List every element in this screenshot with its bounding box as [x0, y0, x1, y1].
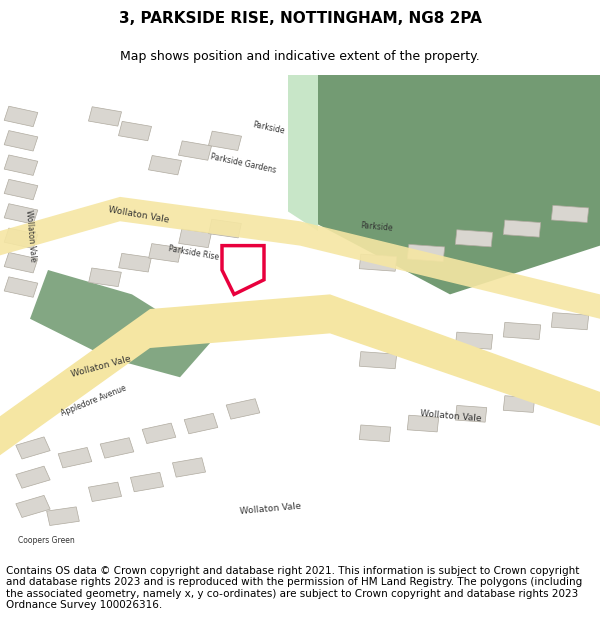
Text: Map shows position and indicative extent of the property.: Map shows position and indicative extent…: [120, 50, 480, 62]
Bar: [178, 141, 212, 160]
Text: Appledore Avenue: Appledore Avenue: [60, 384, 128, 418]
Bar: [149, 244, 181, 262]
Bar: [359, 254, 397, 271]
Bar: [100, 438, 134, 458]
Bar: [4, 253, 38, 273]
Bar: [226, 399, 260, 419]
Polygon shape: [288, 75, 318, 231]
Bar: [551, 386, 583, 402]
Bar: [455, 332, 493, 349]
Bar: [407, 244, 445, 261]
Bar: [130, 472, 164, 492]
Text: Parkside: Parkside: [252, 120, 286, 136]
Text: Parkside Gardens: Parkside Gardens: [210, 152, 277, 174]
Bar: [407, 415, 439, 432]
Bar: [4, 131, 38, 151]
Bar: [16, 496, 50, 518]
Bar: [179, 229, 211, 248]
Text: Contains OS data © Crown copyright and database right 2021. This information is : Contains OS data © Crown copyright and d…: [6, 566, 582, 611]
Polygon shape: [222, 246, 264, 294]
Bar: [208, 131, 242, 151]
Bar: [551, 312, 589, 330]
Bar: [4, 155, 38, 176]
Text: Wollaton Vale: Wollaton Vale: [239, 501, 301, 516]
Text: Coopers Green: Coopers Green: [18, 536, 75, 545]
Bar: [503, 322, 541, 339]
Bar: [407, 342, 445, 359]
Polygon shape: [312, 75, 600, 294]
Text: Parkside Rise: Parkside Rise: [168, 244, 220, 262]
Bar: [47, 507, 79, 526]
Bar: [359, 425, 391, 442]
Bar: [503, 396, 535, 412]
Text: Wollaton Vale: Wollaton Vale: [24, 209, 38, 262]
Bar: [184, 413, 218, 434]
Bar: [16, 466, 50, 488]
Bar: [118, 121, 152, 141]
Bar: [4, 179, 38, 200]
Bar: [209, 219, 241, 238]
Bar: [58, 448, 92, 468]
Bar: [172, 458, 206, 477]
Bar: [16, 437, 50, 459]
Text: Wollaton Vale: Wollaton Vale: [70, 354, 132, 379]
Bar: [89, 268, 121, 287]
Text: 3, PARKSIDE RISE, NOTTINGHAM, NG8 2PA: 3, PARKSIDE RISE, NOTTINGHAM, NG8 2PA: [119, 11, 481, 26]
Bar: [4, 277, 38, 298]
Text: Wollaton Vale: Wollaton Vale: [420, 409, 482, 424]
Polygon shape: [0, 294, 600, 455]
Polygon shape: [0, 197, 600, 319]
Bar: [455, 406, 487, 422]
Bar: [119, 253, 151, 272]
Text: Wollaton Vale: Wollaton Vale: [107, 204, 170, 224]
Bar: [359, 352, 397, 369]
Bar: [503, 220, 541, 237]
Bar: [88, 482, 122, 501]
Polygon shape: [30, 270, 210, 378]
Bar: [142, 423, 176, 444]
Bar: [455, 230, 493, 247]
Bar: [4, 228, 38, 249]
Bar: [551, 206, 589, 222]
Bar: [4, 106, 38, 127]
Bar: [148, 156, 182, 175]
Text: Parkside: Parkside: [360, 221, 393, 233]
Bar: [4, 204, 38, 224]
Bar: [88, 107, 122, 126]
